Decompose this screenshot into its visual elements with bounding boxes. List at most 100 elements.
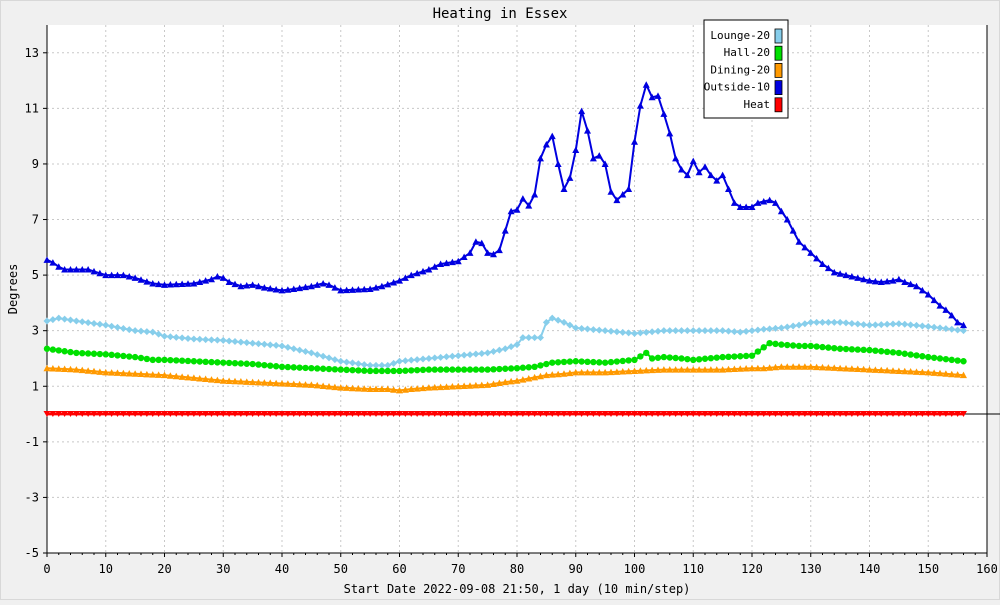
data-point [343,384,351,391]
data-point [883,277,891,285]
data-point [495,379,503,387]
data-point [437,411,445,418]
data-point [237,282,245,290]
data-point [384,411,392,418]
data-point [766,364,774,371]
data-point [719,366,727,373]
data-point [871,366,879,373]
data-point [413,356,421,364]
data-point [372,385,380,393]
data-point [354,360,362,368]
data-point [848,319,856,327]
data-point [754,326,762,334]
data-point [531,334,539,342]
data-point [454,382,462,390]
data-point [683,171,691,179]
data-point [354,411,362,418]
data-point [777,324,785,332]
data-point [78,411,86,418]
data-point [443,259,450,267]
data-point [484,411,492,418]
data-point [801,363,809,370]
data-point [637,353,644,360]
data-point [407,385,415,393]
data-point [96,350,104,358]
data-point [167,356,174,364]
data-point [648,411,656,418]
data-point [443,411,450,418]
data-point [913,411,920,418]
data-point [119,271,127,279]
data-point [213,336,221,344]
data-point [125,326,133,334]
data-point [866,346,873,354]
data-point [149,371,157,378]
data-point [701,411,709,418]
data-point [43,256,51,263]
data-point [402,367,409,374]
data-point [725,411,732,418]
data-point [166,411,174,418]
data-point [466,382,474,389]
data-point [213,272,221,280]
data-point [907,321,915,329]
data-point [196,374,204,382]
data-point [208,411,215,418]
data-point [772,324,779,332]
data-point [501,411,509,418]
data-point [607,188,615,195]
data-point [137,370,145,378]
data-point [472,366,480,373]
data-point [219,411,227,418]
legend-swatch [774,80,783,95]
data-point [172,280,180,288]
data-point [225,411,233,418]
data-point [942,370,950,377]
data-point [290,285,298,292]
data-point [501,345,509,353]
data-point [49,346,57,353]
data-point [836,411,844,418]
data-point [366,361,374,369]
data-point [760,325,768,333]
data-point [543,360,550,368]
data-point [119,411,127,418]
data-point [220,359,227,366]
x-tick-label: 150 [917,562,939,576]
data-point [907,280,915,288]
data-point [625,357,632,364]
data-point [125,272,133,280]
data-point [437,353,445,361]
data-point [595,368,603,376]
data-point [918,286,926,294]
data-point [184,373,192,381]
data-point [737,353,744,360]
data-point [719,171,727,179]
data-point [513,365,521,372]
data-point [495,246,503,254]
data-point [172,372,180,380]
data-point [860,321,868,329]
data-point [666,411,674,418]
data-point [548,314,556,322]
data-point [672,154,680,162]
data-point [355,367,362,374]
data-point [55,314,63,322]
data-point [772,199,779,206]
data-point [267,362,274,369]
data-point [243,411,251,418]
data-point [560,370,568,377]
data-point [648,93,656,101]
x-tick-label: 80 [510,562,524,576]
data-point [824,318,832,326]
data-point [114,352,121,359]
data-point [360,385,368,392]
data-point [589,411,597,418]
data-point [454,352,462,360]
data-point [49,411,57,418]
data-point [631,329,638,337]
data-point [296,284,304,292]
data-point [155,330,163,338]
data-point [918,411,926,418]
data-point [813,411,821,418]
